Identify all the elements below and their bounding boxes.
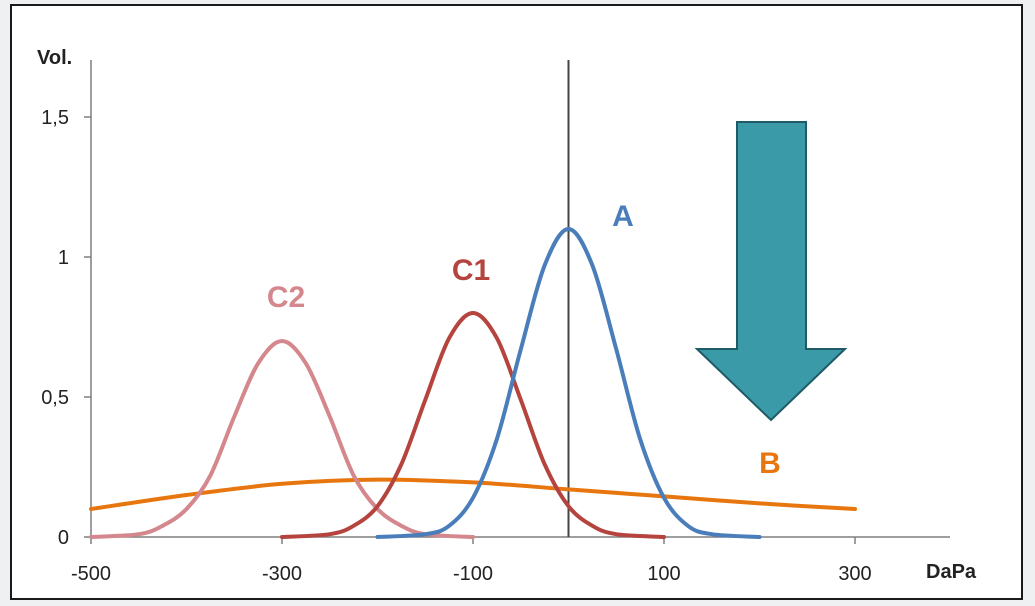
down-arrow — [694, 121, 848, 422]
series-label-c2: C2 — [267, 281, 305, 314]
series-line-a — [375, 227, 762, 539]
series-label-c1: C1 — [452, 254, 490, 287]
series-label-a: A — [612, 200, 634, 233]
series-labels: A C1 C2 B — [267, 200, 781, 480]
y-tick-label: 0,5 — [41, 387, 69, 409]
x-tick-label: 100 — [647, 563, 680, 585]
series-line-b — [89, 477, 857, 511]
series-label-b: B — [759, 447, 781, 480]
series-layer — [89, 227, 857, 539]
x-tick-label: 300 — [838, 563, 871, 585]
y-tick-label: 0 — [58, 527, 69, 549]
y-tick-label: 1,5 — [41, 107, 69, 129]
y-axis-title: Vol. — [37, 47, 72, 69]
series-line-c2 — [89, 339, 475, 539]
chart-frame — [10, 4, 1023, 600]
axes: 0 0,5 1 1,5 -500 -300 -100 100 300 — [41, 60, 950, 585]
series-line-c1 — [280, 311, 666, 539]
y-tick-label: 1 — [58, 247, 69, 269]
x-tick-label: -100 — [453, 563, 493, 585]
x-axis-title: DaPa — [926, 561, 977, 583]
x-tick-label: -500 — [71, 563, 111, 585]
x-tick-label: -300 — [262, 563, 302, 585]
